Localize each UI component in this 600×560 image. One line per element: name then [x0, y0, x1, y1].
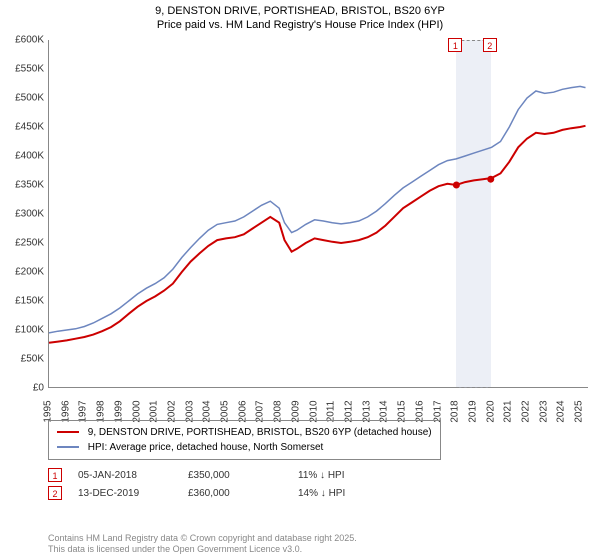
y-tick-label: £600K: [0, 35, 44, 46]
legend-area: 9, DENSTON DRIVE, PORTISHEAD, BRISTOL, B…: [48, 420, 588, 500]
tx-diff: 11% ↓ HPI: [298, 470, 408, 481]
legend-label-price: 9, DENSTON DRIVE, PORTISHEAD, BRISTOL, B…: [88, 427, 432, 438]
y-tick-label: £400K: [0, 151, 44, 162]
tx-price: £360,000: [188, 488, 298, 499]
series-line: [49, 126, 586, 343]
y-tick-label: £550K: [0, 64, 44, 75]
chart-title: 9, DENSTON DRIVE, PORTISHEAD, BRISTOL, B…: [0, 0, 600, 35]
y-tick-label: £250K: [0, 238, 44, 249]
y-tick-label: £500K: [0, 93, 44, 104]
y-tick-label: £200K: [0, 267, 44, 278]
y-tick-label: £450K: [0, 122, 44, 133]
tx-date: 05-JAN-2018: [78, 470, 188, 481]
title-line1: 9, DENSTON DRIVE, PORTISHEAD, BRISTOL, B…: [0, 4, 600, 18]
y-tick-label: £300K: [0, 209, 44, 220]
transaction-row: 1 05-JAN-2018£350,00011% ↓ HPI: [48, 468, 588, 482]
transaction-dot: [453, 182, 460, 189]
legend-row-price: 9, DENSTON DRIVE, PORTISHEAD, BRISTOL, B…: [57, 425, 432, 440]
y-tick-label: £0: [0, 383, 44, 394]
attribution: Contains HM Land Registry data © Crown c…: [48, 533, 357, 556]
y-tick-label: £150K: [0, 296, 44, 307]
tx-diff: 14% ↓ HPI: [298, 488, 408, 499]
transaction-table: 1 05-JAN-2018£350,00011% ↓ HPI 2 13-DEC-201…: [48, 468, 588, 500]
transaction-marker: 2: [483, 38, 497, 52]
legend-box: 9, DENSTON DRIVE, PORTISHEAD, BRISTOL, B…: [48, 420, 441, 460]
transaction-marker: 1: [448, 38, 462, 52]
legend-row-hpi: HPI: Average price, detached house, Nort…: [57, 440, 432, 455]
title-line2: Price paid vs. HM Land Registry's House …: [0, 18, 600, 32]
chart-plot-area: [48, 40, 588, 388]
series-line: [49, 86, 586, 333]
transaction-row: 2 13-DEC-2019£360,00014% ↓ HPI: [48, 486, 588, 500]
tx-row-marker: 1: [48, 468, 62, 482]
chart-svg: [49, 40, 589, 388]
legend-swatch-price: [57, 431, 79, 433]
legend-label-hpi: HPI: Average price, detached house, Nort…: [88, 442, 324, 453]
y-tick-label: £100K: [0, 325, 44, 336]
transaction-dot: [487, 176, 494, 183]
tx-price: £350,000: [188, 470, 298, 481]
tx-date: 13-DEC-2019: [78, 488, 188, 499]
y-tick-label: £350K: [0, 180, 44, 191]
attribution-line2: This data is licensed under the Open Gov…: [48, 544, 357, 556]
y-tick-label: £50K: [0, 354, 44, 365]
legend-swatch-hpi: [57, 446, 79, 448]
attribution-line1: Contains HM Land Registry data © Crown c…: [48, 533, 357, 545]
tx-row-marker: 2: [48, 486, 62, 500]
